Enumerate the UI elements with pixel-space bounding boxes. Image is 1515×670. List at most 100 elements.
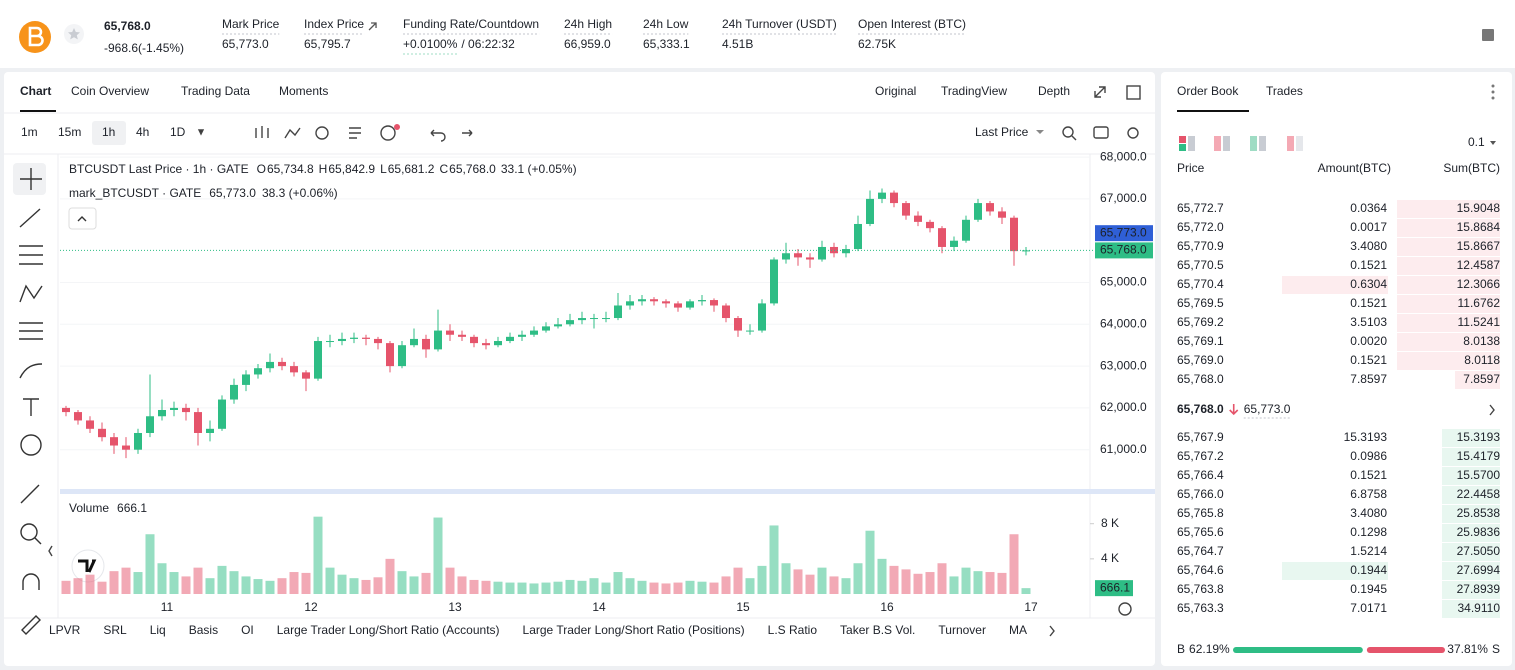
- volume-bar: [373, 577, 383, 594]
- depth-bar: [1455, 371, 1500, 389]
- depth-bar: [1442, 486, 1500, 504]
- candle-body: [182, 407, 190, 413]
- header-icon[interactable]: [1482, 29, 1494, 41]
- indicator[interactable]: OI: [241, 623, 254, 637]
- tab[interactable]: Trading Data: [181, 84, 250, 98]
- toolbar-icons[interactable]: [48, 85, 1495, 637]
- book-amount: 0.1521: [1350, 468, 1387, 482]
- volume-bar: [781, 563, 791, 594]
- candle-body: [866, 198, 874, 224]
- depth-bar: [1442, 543, 1500, 561]
- volume-bar: [133, 572, 143, 594]
- book-price: 65,768.0: [1177, 372, 1224, 386]
- stat-label: 24h High: [564, 17, 612, 31]
- volume-bar: [577, 580, 587, 594]
- stat-label: Open Interest (BTC): [858, 17, 966, 31]
- column-header: Amount(BTC): [1318, 161, 1391, 175]
- indicator[interactable]: L.S Ratio: [768, 623, 818, 637]
- volume-bar: [625, 578, 635, 594]
- candle-body: [494, 341, 502, 346]
- link-icon: [368, 22, 377, 31]
- indicator[interactable]: LPVR: [49, 623, 81, 637]
- book-amount: 6.8758: [1350, 487, 1387, 501]
- volume-bar: [337, 574, 347, 594]
- book-price: 65,767.9: [1177, 430, 1224, 444]
- tab[interactable]: Moments: [279, 84, 328, 98]
- interval[interactable]: 1m: [21, 125, 38, 139]
- book-amount: 0.0020: [1350, 334, 1387, 348]
- mark-price-tag-text: 65,773.0: [1100, 225, 1147, 239]
- view-tab[interactable]: Depth: [1038, 84, 1070, 98]
- ohlc-key: L: [380, 162, 387, 176]
- indicator[interactable]: Large Trader Long/Short Ratio (Accounts): [277, 623, 500, 637]
- view-tab[interactable]: TradingView: [941, 84, 1007, 98]
- book-tab[interactable]: Order Book: [1177, 84, 1239, 98]
- legend-title: BTCUSDT Last Price · 1h · GATE: [69, 162, 249, 176]
- book-view-icons[interactable]: [1179, 136, 1303, 151]
- drawing-tools[interactable]: [19, 168, 43, 635]
- book-price: 65,772.0: [1177, 220, 1224, 234]
- volume-bar: [841, 578, 851, 594]
- stat-label: Funding Rate/Countdown: [403, 17, 539, 31]
- precision[interactable]: 0.1: [1468, 135, 1485, 149]
- interval[interactable]: 1D: [170, 125, 186, 139]
- tab-underline: [20, 110, 56, 112]
- indicator[interactable]: Basis: [189, 623, 218, 637]
- volume-bar: [313, 516, 323, 594]
- book-sum: 15.9048: [1457, 201, 1501, 215]
- depth-bar: [1442, 600, 1500, 618]
- candle-body: [134, 432, 142, 450]
- book-amount: 3.5103: [1350, 315, 1387, 329]
- interval[interactable]: 15m: [58, 125, 81, 139]
- volume-tag: [1095, 580, 1133, 597]
- book-sum: 8.0118: [1464, 353, 1500, 367]
- indicator[interactable]: Large Trader Long/Short Ratio (Positions…: [523, 623, 745, 637]
- tab[interactable]: Coin Overview: [71, 84, 149, 98]
- candle-body: [398, 345, 406, 367]
- column-header: Sum(BTC): [1443, 161, 1500, 175]
- volume-bar: [289, 572, 299, 594]
- indicator[interactable]: MA: [1009, 623, 1027, 637]
- volume-bar: [397, 571, 407, 594]
- book-price: 65,769.0: [1177, 353, 1224, 367]
- volume-bar: [421, 572, 431, 594]
- collapse-button[interactable]: [68, 207, 97, 230]
- volume-bar: [109, 571, 119, 594]
- indicator[interactable]: Turnover: [938, 623, 986, 637]
- book-amount: 0.1521: [1350, 258, 1387, 272]
- more-icon[interactable]: [1491, 84, 1495, 100]
- candle-body: [602, 318, 610, 320]
- last-price-tag: [1095, 242, 1153, 259]
- volume-bar: [481, 580, 491, 594]
- candle-body: [302, 372, 310, 379]
- depth-bar: [1397, 314, 1500, 332]
- indicator[interactable]: Liq: [150, 623, 166, 637]
- candle-body: [890, 192, 898, 204]
- volume-bar: [901, 569, 911, 594]
- indicator[interactable]: SRL: [103, 623, 127, 637]
- volume-bar: [985, 572, 995, 594]
- depth-bar: [1397, 333, 1500, 351]
- candle-body: [746, 330, 754, 332]
- interval[interactable]: 1h: [102, 125, 115, 139]
- indicator[interactable]: Taker B.S Vol.: [840, 623, 915, 637]
- book-price: 65,764.6: [1177, 563, 1224, 577]
- view-tab[interactable]: Original: [875, 84, 916, 98]
- stat-label: Mark Price: [222, 17, 280, 31]
- volume-bar: [565, 579, 575, 594]
- candle-body: [350, 337, 358, 339]
- book-tab[interactable]: Trades: [1266, 84, 1303, 98]
- volume-bar: [277, 578, 287, 594]
- candle-body: [614, 305, 622, 319]
- last-price-tag-text: 65,768.0: [1100, 243, 1147, 257]
- depth-bar: [1442, 524, 1500, 542]
- price-source[interactable]: Last Price: [975, 125, 1029, 139]
- candle-body: [266, 361, 274, 369]
- stat-value: 62.75K: [858, 37, 896, 51]
- y-tick-label: 64,000.0: [1100, 316, 1147, 330]
- tab[interactable]: Chart: [20, 84, 51, 98]
- book-price: 65,769.1: [1177, 334, 1224, 348]
- book-price: 65,770.9: [1177, 239, 1224, 253]
- interval[interactable]: 4h: [136, 125, 149, 139]
- volume-bar: [169, 572, 179, 594]
